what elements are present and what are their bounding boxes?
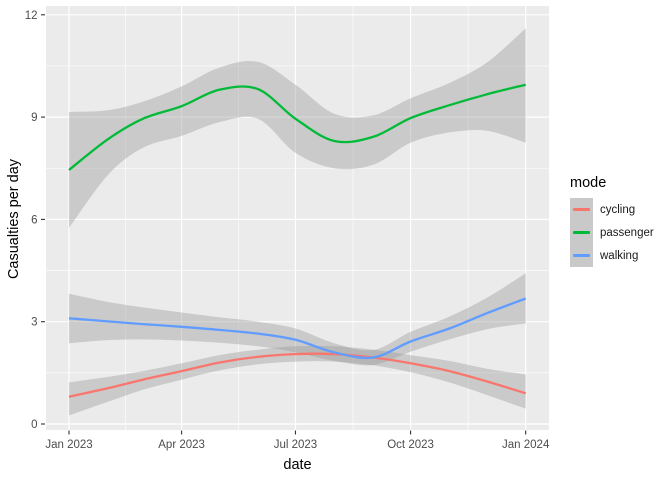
- legend-label-walking: walking: [600, 249, 639, 262]
- legend-key-swatch-cycling: [570, 198, 593, 221]
- plot-panel: [46, 6, 549, 430]
- legend: mode cycling passenger walking: [570, 175, 654, 267]
- y-tick-label: 0: [31, 419, 37, 431]
- legend-key-line-passenger: [573, 231, 590, 234]
- trend-line-walking: [68, 297, 527, 360]
- trend-line-cycling: [68, 352, 527, 398]
- legend-key-line-cycling: [573, 208, 590, 211]
- x-axis-title: date: [283, 457, 312, 473]
- y-tick-label: 6: [31, 214, 37, 226]
- legend-key-swatch-passenger: [570, 221, 593, 244]
- legend-entry-walking: walking: [570, 244, 654, 267]
- legend-key-line-walking: [573, 254, 590, 257]
- x-tick-label: Jul 2023: [274, 439, 317, 451]
- y-axis-title: Casualties per day: [6, 158, 22, 280]
- legend-keys: cycling passenger walking: [570, 198, 654, 267]
- trend-line-passenger: [68, 83, 526, 171]
- x-tick-label: Jan 2023: [45, 439, 92, 451]
- legend-key-swatch-walking: [570, 244, 593, 267]
- x-tick-label: Apr 2023: [158, 439, 205, 451]
- legend-label-cycling: cycling: [600, 203, 636, 216]
- x-tick-label: Jan 2024: [502, 439, 550, 451]
- legend-entry-cycling: cycling: [570, 198, 654, 221]
- y-tick-label: 12: [25, 10, 38, 22]
- legend-entry-passenger: passenger: [570, 221, 654, 244]
- legend-label-passenger: passenger: [600, 226, 654, 239]
- legend-title: mode: [570, 175, 607, 191]
- y-tick-label: 3: [31, 317, 37, 329]
- ci-ribbon-passenger: [69, 28, 526, 228]
- x-tick-label: Oct 2023: [387, 439, 434, 451]
- y-tick-label: 9: [31, 112, 37, 124]
